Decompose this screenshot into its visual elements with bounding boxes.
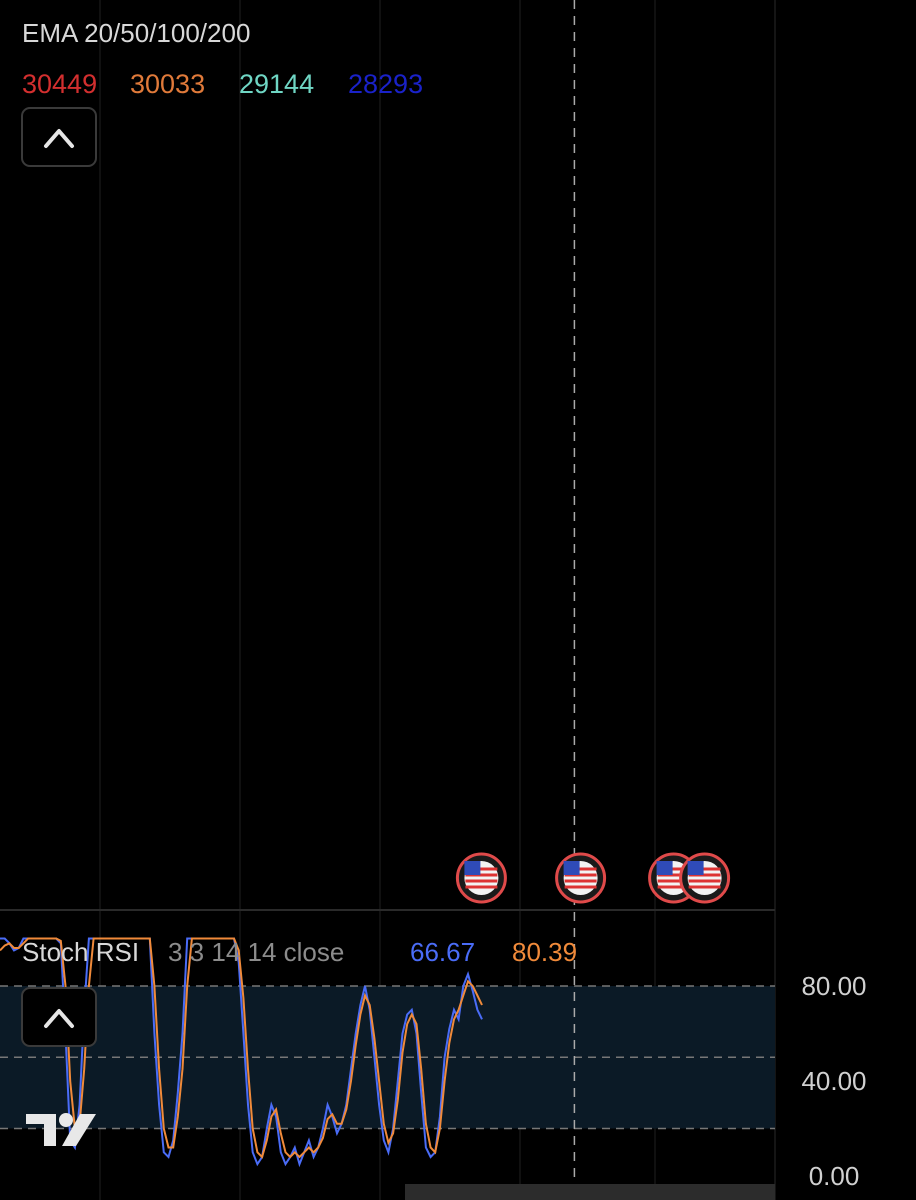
collapse-main-button[interactable]	[21, 107, 97, 167]
price-axis: 32000288502825027650270502585080.0040.00…	[801, 971, 866, 1191]
stoch-legend-params: 3 3 14 14 close	[168, 937, 344, 967]
ema20-value: 30449	[22, 69, 97, 99]
ema100-value: 29144	[239, 69, 314, 99]
stoch-k-value: 66.67	[410, 937, 475, 967]
flag-canton	[563, 861, 580, 875]
stoch-axis-tick: 80.00	[801, 971, 866, 1001]
legend: EMA 20/50/100/200 30449 30033 29144 2829…	[22, 18, 577, 967]
stoch-axis-tick: 0.00	[809, 1161, 860, 1191]
collapse-stoch-button-frame[interactable]	[21, 987, 97, 1047]
stoch-legend-title: Stoch RSI	[22, 937, 139, 967]
stoch-band	[0, 985, 775, 1130]
us-flag-icon[interactable]	[455, 852, 507, 904]
stoch-d-value: 80.39	[512, 937, 577, 967]
overlays	[573, 0, 576, 1200]
tradingview-logo	[26, 1113, 96, 1146]
chevron-up-icon	[44, 129, 74, 148]
logo-t-shape	[26, 1114, 56, 1146]
chevron-up-icon	[44, 1009, 74, 1028]
ema-legend-title: EMA 20/50/100/200	[22, 18, 250, 48]
event-markers[interactable]	[455, 852, 731, 904]
logo-dot	[59, 1113, 73, 1127]
flag-canton	[687, 861, 704, 875]
us-flag-icon[interactable]	[679, 852, 731, 904]
us-flag-icon[interactable]	[555, 852, 607, 904]
timeline-scrollbar[interactable]	[405, 1184, 775, 1200]
stoch-k-line	[0, 937, 483, 1168]
flag-canton	[464, 861, 481, 875]
ema200-value: 28293	[348, 69, 423, 99]
flag-canton	[656, 861, 673, 875]
collapse-stoch-button[interactable]	[21, 987, 97, 1047]
collapse-main-button-frame[interactable]	[21, 107, 97, 167]
stoch-axis-tick: 40.00	[801, 1066, 866, 1096]
ema50-value: 30033	[130, 69, 205, 99]
logo-v-shape	[62, 1114, 96, 1146]
